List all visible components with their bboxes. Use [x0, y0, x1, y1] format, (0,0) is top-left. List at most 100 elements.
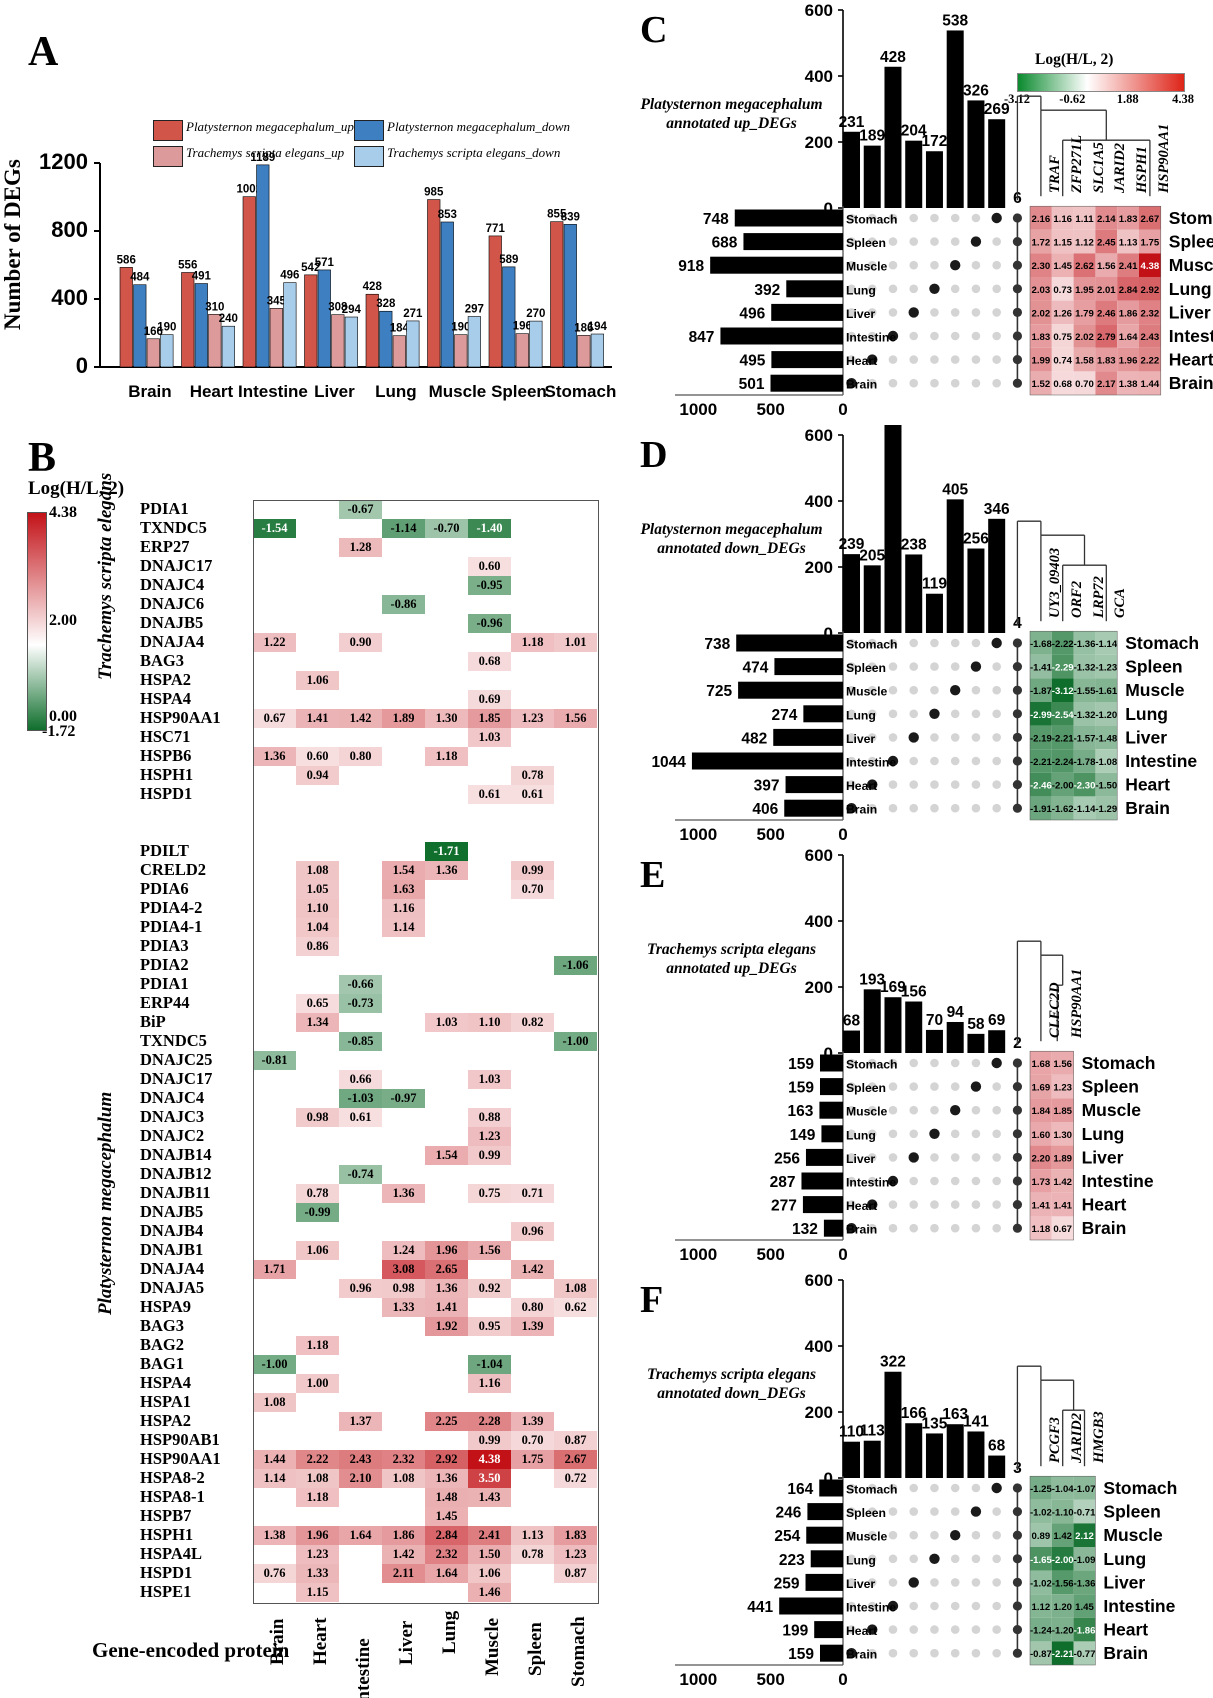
svg-text:119: 119: [922, 576, 947, 593]
svg-text:2.20: 2.20: [1032, 1153, 1051, 1164]
svg-text:2.46: 2.46: [1097, 308, 1116, 319]
svg-text:1.75: 1.75: [1141, 238, 1160, 249]
svg-text:259: 259: [774, 1575, 800, 1592]
svg-text:1.13: 1.13: [1119, 238, 1138, 249]
svg-text:-1.02: -1.02: [1030, 1508, 1052, 1519]
svg-text:1.58: 1.58: [1075, 356, 1094, 367]
svg-text:-1.08: -1.08: [1095, 757, 1118, 768]
svg-text:Liver: Liver: [846, 307, 875, 321]
svg-text:1.12: 1.12: [1032, 1602, 1051, 1613]
svg-text:847: 847: [689, 329, 715, 346]
svg-text:0: 0: [76, 353, 88, 378]
svg-text:Brain: Brain: [1169, 373, 1213, 393]
svg-text:-2.00: -2.00: [1052, 781, 1074, 792]
svg-text:2.30: 2.30: [1032, 261, 1051, 272]
svg-text:-1.56: -1.56: [1052, 1578, 1074, 1589]
svg-text:0.75: 0.75: [1053, 332, 1072, 343]
svg-text:141: 141: [963, 1413, 989, 1430]
svg-text:1.72: 1.72: [1032, 238, 1051, 249]
svg-text:58: 58: [967, 1016, 985, 1033]
svg-text:Stomach: Stomach: [1082, 1053, 1156, 1073]
svg-text:Intestine: Intestine: [846, 1176, 896, 1190]
svg-text:Stomach: Stomach: [1169, 208, 1213, 228]
svg-text:-1.32: -1.32: [1074, 663, 1096, 674]
svg-text:-0.71: -0.71: [1074, 1508, 1097, 1519]
svg-text:1.95: 1.95: [1075, 285, 1094, 296]
svg-text:69: 69: [988, 1012, 1006, 1029]
svg-text:Brain: Brain: [1103, 1643, 1148, 1663]
svg-text:Heart: Heart: [1082, 1195, 1127, 1215]
svg-text:190: 190: [451, 322, 470, 334]
svg-text:159: 159: [788, 1056, 814, 1073]
svg-text:-1.09: -1.09: [1074, 1555, 1096, 1566]
svg-text:Stomach: Stomach: [545, 382, 617, 401]
svg-text:725: 725: [706, 683, 732, 700]
svg-text:1.18: 1.18: [1032, 1224, 1051, 1235]
svg-text:156: 156: [901, 984, 927, 1001]
svg-text:-1.78: -1.78: [1074, 757, 1097, 768]
svg-text:2.14: 2.14: [1097, 214, 1116, 225]
svg-text:Brain: Brain: [846, 1648, 877, 1662]
svg-text:-1.62: -1.62: [1052, 804, 1074, 815]
svg-text:Brain: Brain: [1082, 1218, 1127, 1238]
svg-text:1.44: 1.44: [1141, 379, 1160, 390]
svg-text:496: 496: [739, 305, 765, 322]
svg-text:Spleen: Spleen: [1082, 1077, 1139, 1097]
svg-text:1.11: 1.11: [1075, 214, 1094, 225]
svg-text:-1.14: -1.14: [1095, 639, 1118, 650]
svg-text:Heart: Heart: [846, 1624, 877, 1638]
svg-text:Spleen: Spleen: [491, 382, 547, 401]
svg-text:Lung: Lung: [846, 1128, 876, 1142]
svg-text:1.15: 1.15: [1053, 238, 1072, 249]
svg-text:1.79: 1.79: [1075, 308, 1094, 319]
svg-text:600: 600: [805, 1, 833, 20]
svg-text:Lung: Lung: [1125, 704, 1168, 724]
svg-text:2.01: 2.01: [1097, 285, 1116, 296]
svg-text:-2.22: -2.22: [1052, 639, 1074, 650]
svg-text:400: 400: [51, 285, 88, 310]
svg-text:1.52: 1.52: [1032, 379, 1051, 390]
svg-text:297: 297: [465, 304, 484, 316]
svg-text:0: 0: [838, 825, 847, 844]
svg-text:238: 238: [901, 536, 927, 553]
svg-text:Spleen: Spleen: [1103, 1502, 1160, 1522]
svg-text:Lung: Lung: [1169, 279, 1212, 299]
svg-text:1.99: 1.99: [1032, 356, 1051, 367]
svg-text:918: 918: [678, 258, 704, 275]
svg-text:1000: 1000: [679, 1670, 717, 1689]
svg-text:-2.46: -2.46: [1030, 781, 1052, 792]
svg-text:474: 474: [743, 660, 769, 677]
svg-text:1.41: 1.41: [1032, 1201, 1051, 1212]
svg-text:2.45: 2.45: [1097, 238, 1116, 249]
svg-text:428: 428: [363, 281, 383, 293]
svg-text:405: 405: [942, 481, 968, 498]
svg-text:-1.87: -1.87: [1030, 686, 1052, 697]
svg-text:132: 132: [792, 1221, 818, 1238]
svg-text:985: 985: [424, 187, 444, 199]
svg-text:Brain: Brain: [846, 803, 877, 817]
svg-text:Heart: Heart: [846, 354, 877, 368]
svg-text:571: 571: [315, 257, 335, 269]
svg-text:589: 589: [499, 254, 518, 266]
svg-text:400: 400: [805, 67, 833, 86]
svg-text:2.22: 2.22: [1141, 356, 1160, 367]
svg-text:1000: 1000: [679, 825, 717, 844]
svg-text:Brain: Brain: [846, 1223, 877, 1237]
svg-text:1.73: 1.73: [1032, 1177, 1051, 1188]
svg-text:800: 800: [51, 217, 88, 242]
svg-text:200: 200: [805, 1403, 833, 1422]
svg-text:-1.07: -1.07: [1074, 1484, 1096, 1495]
svg-text:-1.48: -1.48: [1095, 733, 1118, 744]
svg-text:Lung: Lung: [375, 382, 417, 401]
svg-text:-1.57: -1.57: [1074, 733, 1096, 744]
svg-text:68: 68: [988, 1438, 1006, 1455]
svg-text:-2.99: -2.99: [1030, 710, 1052, 721]
svg-text:1.60: 1.60: [1032, 1130, 1051, 1141]
svg-text:1.26: 1.26: [1053, 308, 1072, 319]
svg-text:Heart: Heart: [190, 382, 234, 401]
svg-text:1.96: 1.96: [1119, 356, 1138, 367]
svg-text:-1.61: -1.61: [1095, 686, 1118, 697]
svg-text:-2.21: -2.21: [1030, 757, 1053, 768]
svg-text:-1.20: -1.20: [1095, 710, 1117, 721]
svg-text:Brain: Brain: [128, 382, 171, 401]
